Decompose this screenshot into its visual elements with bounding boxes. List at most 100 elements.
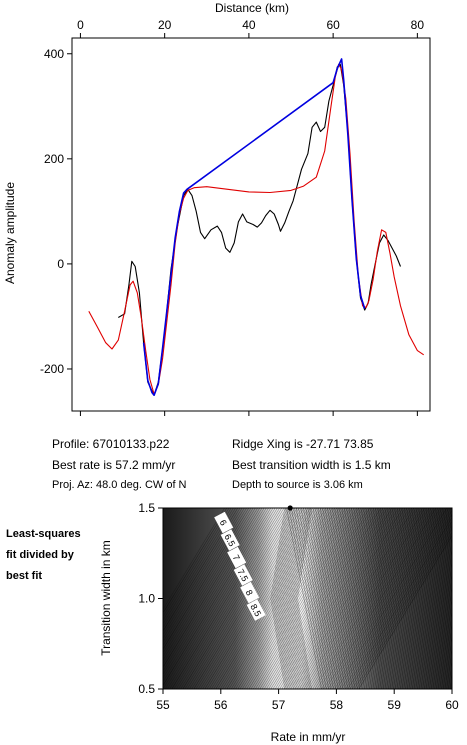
contour-line	[319, 508, 356, 689]
contour-line	[307, 508, 344, 689]
profile-plot-frame	[71, 37, 431, 412]
contour-label-box	[246, 599, 266, 621]
contour-line	[336, 508, 373, 689]
contour-line	[169, 508, 280, 689]
contour-line	[399, 508, 435, 689]
contour-line	[244, 508, 355, 689]
contour-line	[288, 508, 304, 689]
contour-line	[343, 509, 452, 689]
contour-label: 7.5	[233, 564, 253, 586]
contour-line	[351, 508, 387, 689]
contour-line	[356, 531, 452, 689]
contour-line	[291, 508, 307, 689]
projection-azimuth-info: Proj. Az: 48.0 deg. CW of N	[52, 479, 187, 491]
best-rate-info: Best rate is 57.2 mm/yr	[52, 458, 176, 472]
contour-label: 8	[240, 581, 260, 604]
contour-line	[334, 508, 370, 689]
contour-line	[360, 508, 397, 689]
contour-line	[451, 508, 452, 509]
contour-line	[296, 508, 408, 689]
profile-series	[88, 58, 425, 396]
contour-line	[213, 508, 324, 689]
width-tick-label: 1.5	[138, 501, 155, 515]
contour-line	[288, 508, 399, 689]
contour-line	[163, 508, 239, 632]
contour-line	[295, 508, 332, 689]
contour-line	[219, 508, 331, 689]
contour-line	[341, 508, 377, 689]
side-caption-line: Least-squares	[6, 528, 81, 540]
contour-line	[280, 508, 295, 689]
contour-line	[284, 508, 299, 689]
contour-line	[310, 508, 421, 689]
contour-line	[358, 508, 394, 689]
x-tick-label: 0	[77, 18, 84, 32]
contour-line	[163, 508, 258, 665]
contour-line	[307, 508, 419, 689]
contour-line	[331, 508, 368, 689]
contour-line	[332, 508, 443, 689]
contour-line	[293, 508, 329, 689]
contour-line	[301, 508, 412, 689]
contour-line	[423, 508, 452, 658]
contour-line	[401, 508, 437, 689]
misfit-heatmap: 55 56 57 58 59 60 0.5 1.0 1.5 6 6.5 7 7.5 8 8.5 Rate …	[99, 501, 467, 744]
rate-tick-label: 58	[330, 698, 344, 712]
contour-label-text: 6	[218, 518, 229, 527]
contour-label: 6.5	[220, 529, 240, 551]
contour-line	[298, 508, 334, 689]
contour-line	[175, 508, 287, 689]
contour-line	[325, 508, 437, 689]
contour-line	[288, 508, 325, 689]
contour-line	[163, 508, 267, 679]
contour-line	[291, 508, 327, 689]
contour-line	[163, 508, 225, 610]
contour-line	[439, 508, 452, 571]
contour-line	[303, 508, 339, 689]
contour-line	[294, 508, 309, 689]
contour-line	[457, 508, 467, 689]
y-tick-label: 400	[44, 47, 64, 61]
contour-line	[222, 508, 333, 689]
contour-label-box	[240, 581, 260, 604]
contour-line	[286, 508, 322, 689]
contour-line	[296, 508, 311, 689]
contour-line	[346, 508, 382, 689]
contour-line	[345, 513, 452, 689]
contour-line	[163, 508, 269, 683]
contour-line	[202, 508, 313, 689]
contour-line	[462, 508, 467, 689]
contour-line	[277, 508, 388, 689]
contour-line	[415, 508, 452, 689]
contour-line	[186, 508, 298, 689]
contour-line	[316, 508, 428, 689]
contour-line	[217, 508, 329, 689]
contour-line	[294, 508, 406, 689]
contour-line	[228, 508, 340, 689]
contour-line	[272, 508, 288, 689]
profile-axis-ticks: 0 20 40 60 80 -200 0 200 400	[40, 18, 424, 416]
contour-line	[314, 508, 426, 689]
heatmap-axis-ticks: 55 56 57 58 59 60 0.5 1.0 1.5	[138, 501, 459, 712]
contour-labels: 6 6.5 7 7.5 8 8.5	[214, 511, 266, 621]
contour-line	[184, 508, 296, 689]
contour-line	[329, 508, 441, 689]
contour-line	[241, 508, 353, 689]
contour-line	[283, 508, 298, 689]
contour-line	[167, 508, 278, 689]
contour-line	[164, 508, 276, 689]
heatmap-contours	[163, 508, 467, 689]
contour-line	[312, 508, 423, 689]
contour-line	[182, 508, 294, 689]
contour-label: 6	[214, 511, 234, 534]
contour-line	[178, 508, 289, 689]
contour-line	[375, 508, 411, 689]
contour-line	[290, 508, 306, 689]
contour-line	[279, 508, 294, 689]
contour-line	[437, 508, 452, 584]
contour-line	[334, 508, 445, 689]
contour-line	[403, 508, 440, 689]
contour-line	[377, 508, 413, 689]
contour-line	[275, 508, 291, 689]
contour-line	[413, 508, 449, 689]
